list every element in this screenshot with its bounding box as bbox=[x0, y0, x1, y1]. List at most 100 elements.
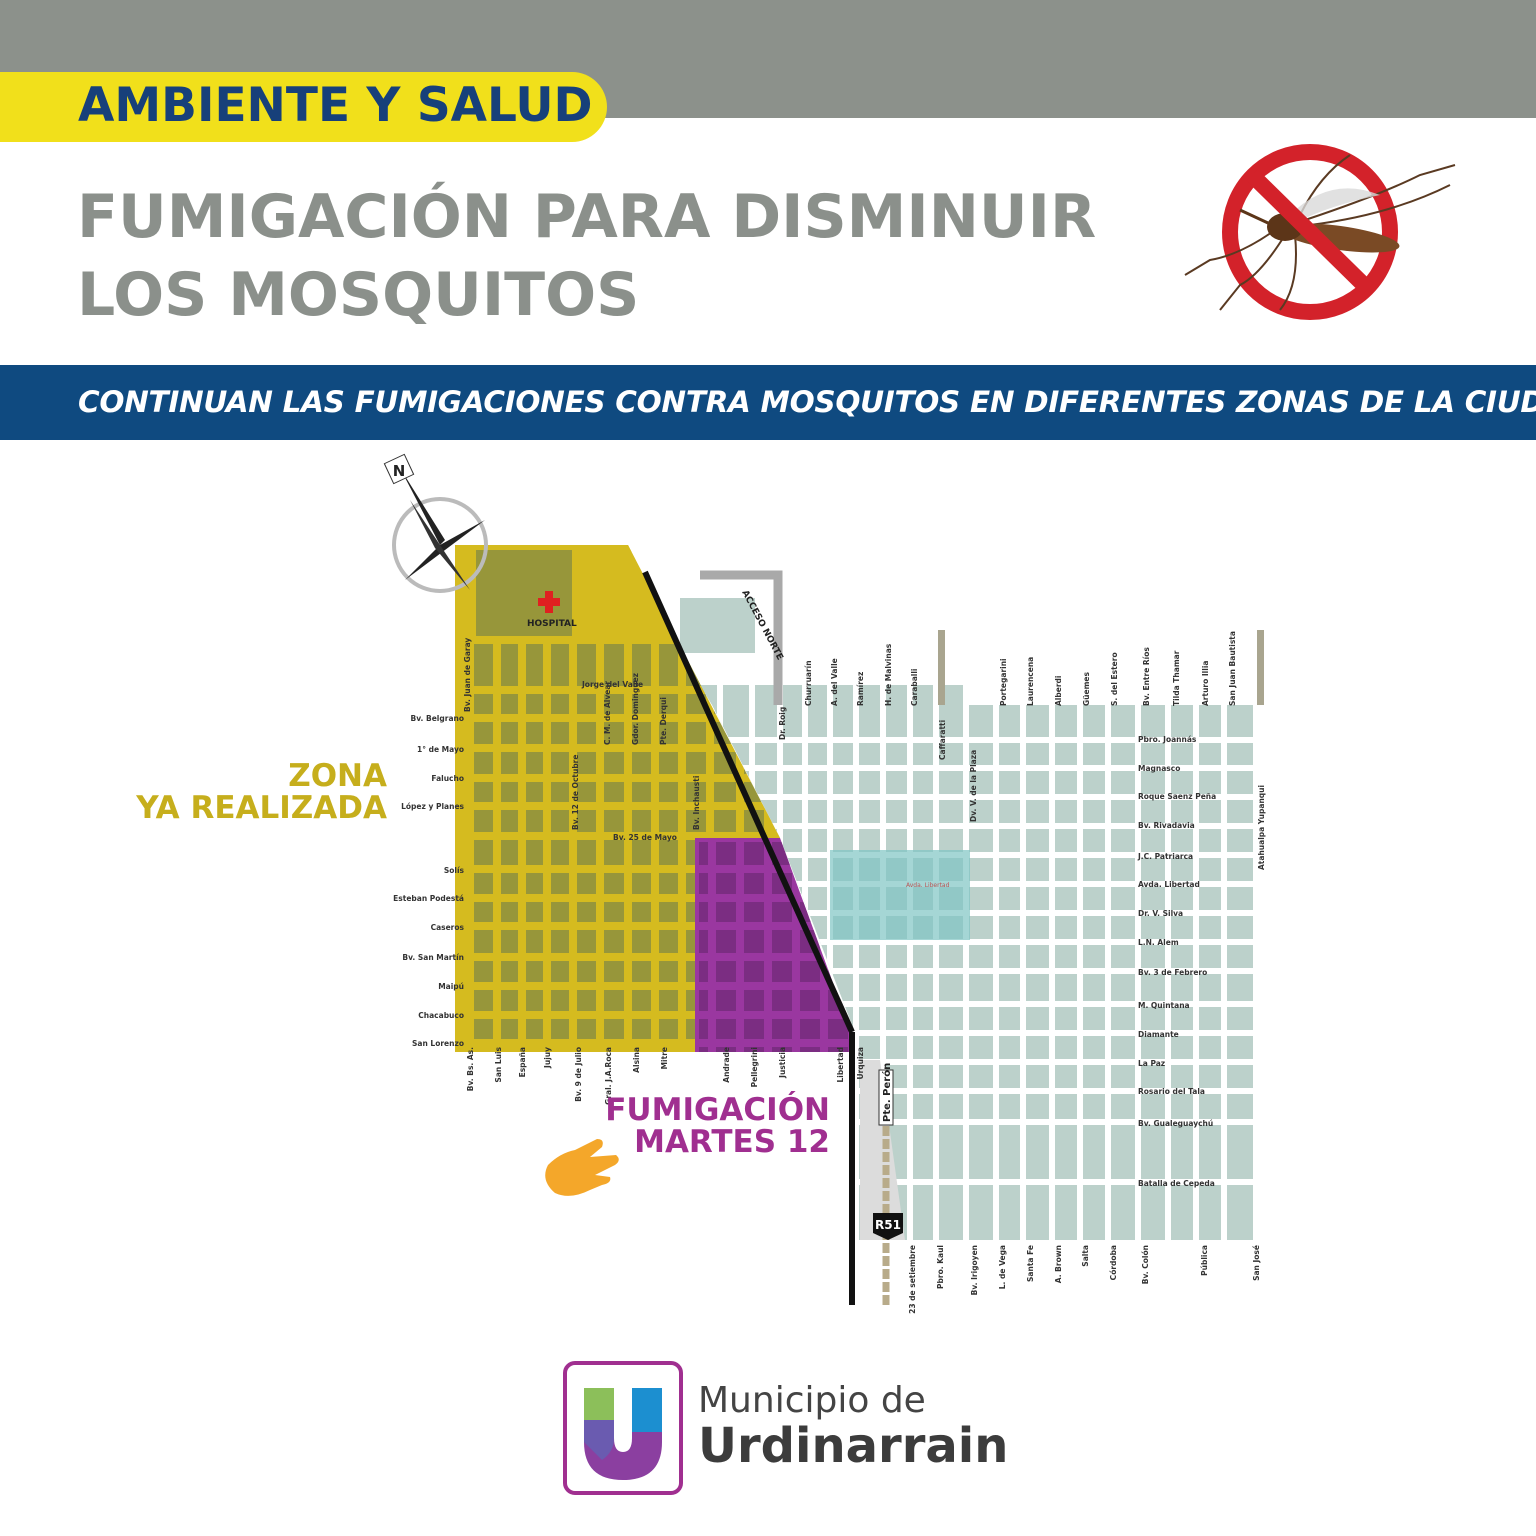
block bbox=[659, 930, 678, 953]
block bbox=[772, 1047, 792, 1052]
block bbox=[604, 722, 624, 744]
street-label: Ramírez bbox=[856, 672, 865, 706]
street-label: S. del Estero bbox=[1110, 652, 1119, 706]
street-label: 23 de setiembre bbox=[908, 1245, 917, 1314]
block bbox=[474, 694, 493, 714]
block bbox=[686, 752, 706, 774]
block bbox=[526, 902, 543, 922]
block bbox=[716, 961, 736, 982]
street-label: Pública bbox=[1200, 1245, 1209, 1276]
block bbox=[501, 902, 518, 922]
block bbox=[526, 782, 543, 802]
street-label: Córdoba bbox=[1109, 1245, 1118, 1280]
block bbox=[699, 1047, 708, 1052]
street-label: Gdor. Dominguez bbox=[631, 673, 640, 745]
access-road bbox=[938, 630, 945, 705]
block bbox=[632, 810, 651, 832]
hospital-label: HOSPITAL bbox=[527, 619, 577, 629]
block bbox=[659, 873, 678, 894]
block bbox=[659, 752, 678, 774]
street-label: Bv. Colón bbox=[1141, 1245, 1150, 1284]
block bbox=[632, 1019, 651, 1039]
block bbox=[501, 752, 518, 774]
block bbox=[800, 1047, 820, 1052]
block bbox=[551, 873, 569, 894]
block bbox=[744, 842, 764, 865]
street-label: Bv. 3 de Febrero bbox=[1138, 968, 1207, 977]
street-label: Bv. 9 de Julio bbox=[574, 1047, 583, 1102]
block bbox=[526, 694, 543, 714]
block bbox=[577, 752, 596, 774]
access-road-east bbox=[1257, 630, 1264, 705]
block bbox=[474, 961, 493, 982]
block bbox=[800, 990, 820, 1011]
block bbox=[772, 961, 792, 982]
zone-done-label: ZONA YA REALIZADA bbox=[136, 760, 387, 824]
block bbox=[551, 961, 569, 982]
block bbox=[526, 644, 543, 686]
logo-text-line-2: Urdinarrain bbox=[698, 1418, 1009, 1474]
street-label: Alsina bbox=[632, 1047, 641, 1073]
subtitle: CONTINUAN LAS FUMIGACIONES CONTRA MOSQUI… bbox=[78, 385, 1536, 419]
street-label: Bv. Bs. As. bbox=[466, 1047, 475, 1091]
block bbox=[772, 930, 792, 953]
block bbox=[526, 990, 543, 1011]
block bbox=[604, 1019, 624, 1039]
street-label: Bv. Rivadavia bbox=[1138, 821, 1195, 830]
block bbox=[577, 722, 596, 744]
street-label: J.C. Patriarca bbox=[1137, 852, 1193, 861]
street-label: Caffaratti bbox=[938, 720, 947, 760]
block bbox=[604, 961, 624, 982]
route-label: R51 bbox=[875, 1218, 901, 1232]
block bbox=[716, 1047, 736, 1052]
block bbox=[604, 694, 624, 714]
street-label: La Paz bbox=[1138, 1059, 1165, 1068]
block bbox=[577, 840, 596, 865]
block bbox=[501, 644, 518, 686]
street-label: Falucho bbox=[431, 774, 464, 783]
street-label: Magnasco bbox=[1138, 764, 1180, 773]
street-label: Bv. Irigoyen bbox=[970, 1245, 979, 1295]
block bbox=[526, 840, 543, 865]
block bbox=[577, 873, 596, 894]
block bbox=[716, 930, 736, 953]
zone-done-line-1: ZONA bbox=[288, 758, 387, 794]
street-label: Bv. 25 de Mayo bbox=[613, 833, 677, 842]
block bbox=[772, 1019, 792, 1039]
block bbox=[526, 930, 543, 953]
street-label: Churruarín bbox=[804, 660, 813, 706]
street-label: Dr. V. Silva bbox=[1138, 909, 1183, 918]
block bbox=[551, 902, 569, 922]
block bbox=[744, 902, 764, 922]
zone-next-line-2: MARTES 12 bbox=[634, 1124, 830, 1160]
block bbox=[716, 873, 736, 894]
street-label: Pbro. Joannás bbox=[1138, 735, 1197, 744]
street-label: Laurencena bbox=[1026, 657, 1035, 706]
block bbox=[551, 1019, 569, 1039]
block bbox=[632, 961, 651, 982]
block bbox=[632, 873, 651, 894]
street-label: Urquiza bbox=[856, 1047, 865, 1080]
block bbox=[474, 840, 493, 865]
block bbox=[772, 990, 792, 1011]
block bbox=[744, 1047, 764, 1052]
street-label: Dv. V. de la Plaza bbox=[969, 750, 978, 822]
block bbox=[501, 1019, 518, 1039]
block bbox=[714, 810, 736, 832]
block bbox=[604, 930, 624, 953]
street-label: 1° de Mayo bbox=[417, 745, 464, 754]
block bbox=[699, 961, 708, 982]
block bbox=[659, 644, 678, 686]
block bbox=[501, 930, 518, 953]
acceso-norte-road bbox=[700, 570, 783, 705]
block bbox=[526, 810, 543, 832]
street-label: San José bbox=[1252, 1245, 1261, 1281]
category-label: AMBIENTE Y SALUD bbox=[78, 78, 593, 133]
hospital-icon bbox=[538, 591, 560, 613]
street-label: Portegarini bbox=[999, 658, 1008, 706]
street-label: Libertad bbox=[836, 1047, 845, 1083]
street-label: C. M. de Alvear bbox=[603, 681, 612, 745]
block bbox=[744, 930, 764, 953]
category-tag: AMBIENTE Y SALUD bbox=[0, 72, 607, 142]
street-label: San Juan Bautista bbox=[1228, 631, 1237, 706]
